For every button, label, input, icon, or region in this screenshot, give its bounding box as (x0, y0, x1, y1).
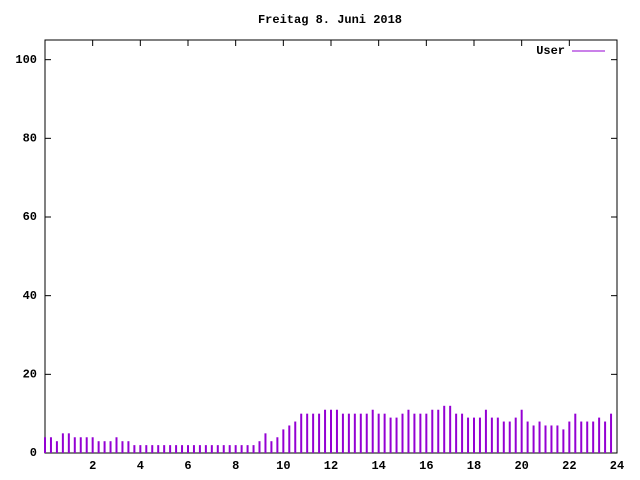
y-tick-label: 60 (23, 210, 37, 224)
x-tick-label: 18 (467, 459, 481, 473)
y-tick-label: 0 (30, 446, 37, 460)
x-tick-label: 24 (610, 459, 624, 473)
x-tick-label: 6 (184, 459, 191, 473)
x-tick-label: 16 (419, 459, 433, 473)
x-tick-label: 20 (514, 459, 528, 473)
y-tick-label: 80 (23, 132, 37, 146)
chart-title: Freitag 8. Juni 2018 (258, 13, 402, 27)
y-tick-label: 100 (15, 53, 37, 67)
x-tick-label: 22 (562, 459, 576, 473)
x-tick-label: 12 (324, 459, 338, 473)
legend-label: User (536, 44, 565, 58)
x-tick-label: 14 (371, 459, 385, 473)
x-tick-label: 8 (232, 459, 239, 473)
x-tick-label: 2 (89, 459, 96, 473)
x-tick-label: 4 (137, 459, 144, 473)
y-tick-label: 20 (23, 368, 37, 382)
plot-frame (44, 39, 618, 454)
y-tick-label: 40 (23, 289, 37, 303)
x-tick-label: 10 (276, 459, 290, 473)
